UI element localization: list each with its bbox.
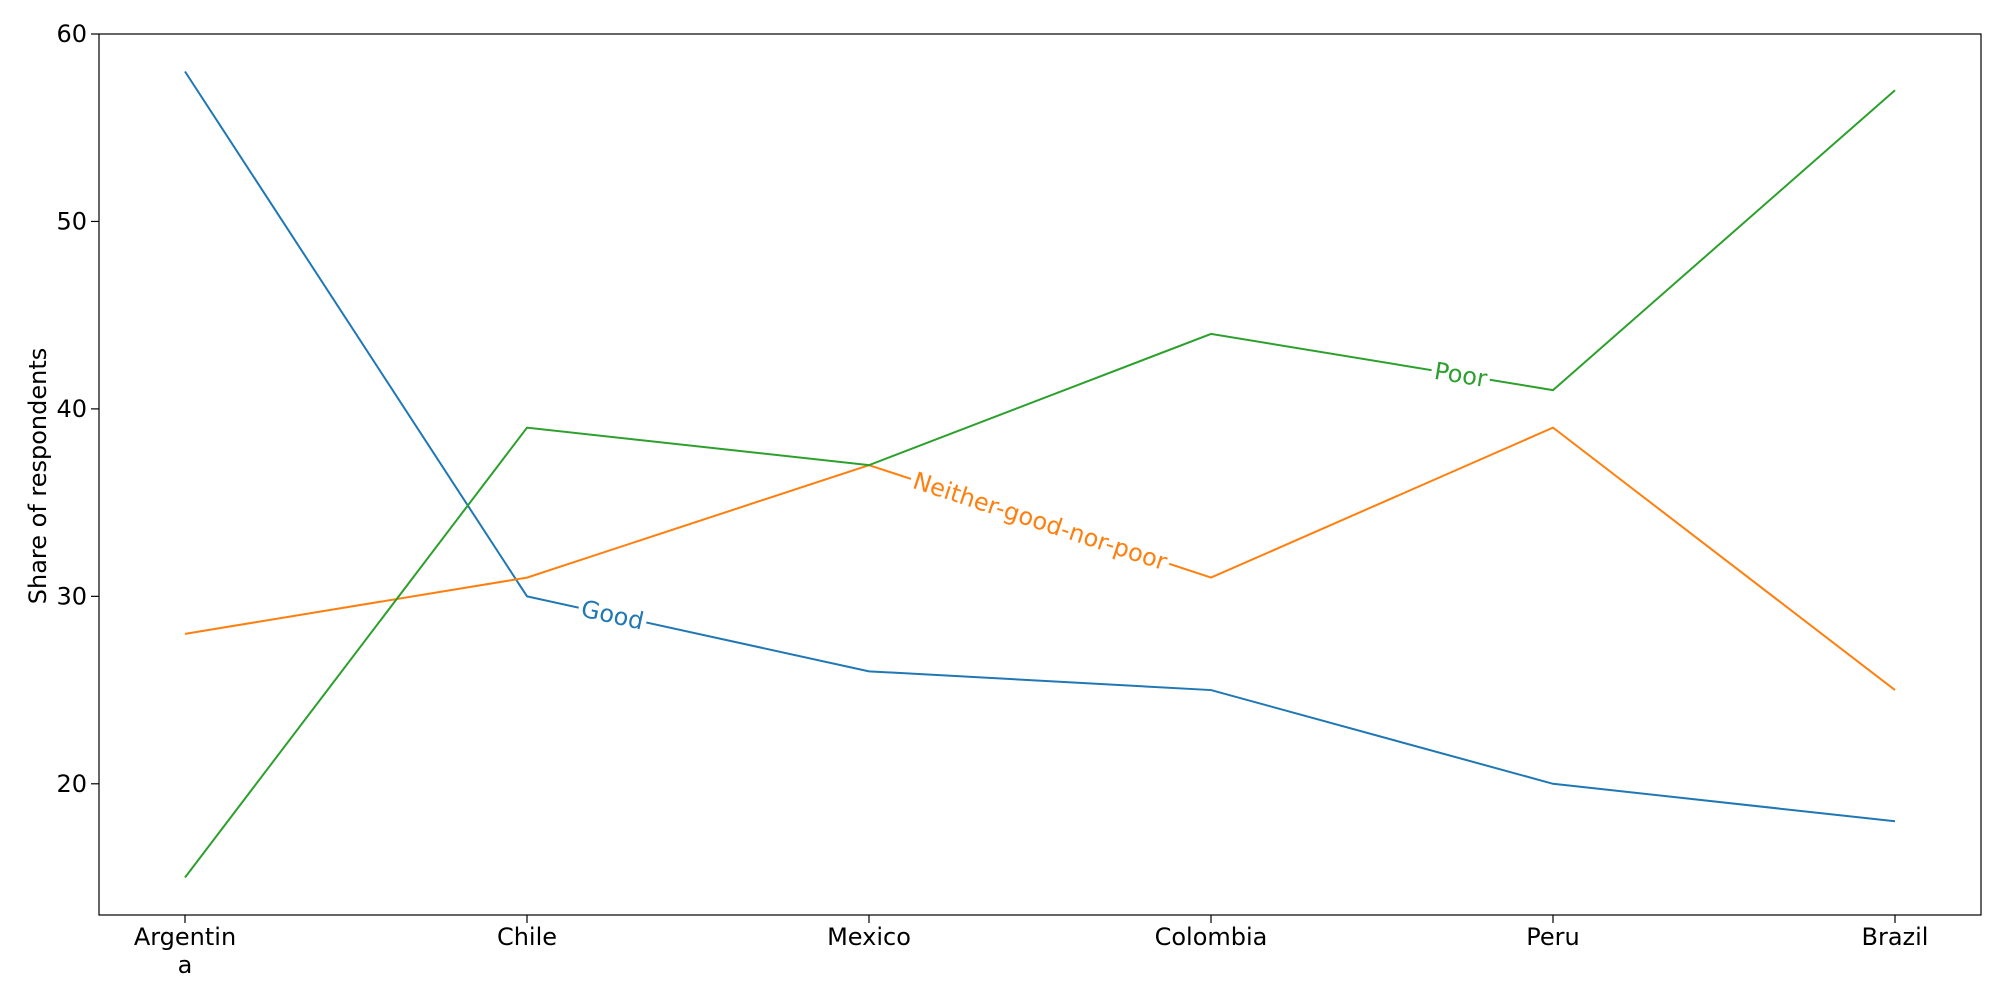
y-tick-label: 20 [56,770,87,798]
series-line-neither-good-nor-poor [184,426,1896,691]
y-tick-label: 40 [56,395,87,423]
inline-label-background [1429,360,1492,390]
x-tick-label: Argentin a [134,923,236,979]
x-tick-label: Mexico [827,923,911,951]
y-tick-label: 60 [56,20,87,48]
x-tick-label: Colombia [1155,923,1268,951]
y-axis-title: Share of respondents [24,348,52,605]
inline-label-group: Poor [1429,357,1492,393]
inline-label-group: Good [576,595,649,636]
inline-label-background [907,469,1173,574]
inline-label-group: Neither-good-nor-poor [907,467,1173,577]
series-line-poor [184,89,1896,879]
y-tick-label: 50 [56,207,87,235]
x-tick-label: Brazil [1862,923,1929,951]
series-line-good [184,70,1896,823]
series-label-poor: Poor [1432,357,1489,393]
series-label-neither-good-nor-poor: Neither-good-nor-poor [909,467,1170,577]
inline-label-background [576,597,649,633]
x-tick-label: Chile [497,923,557,951]
y-tick-label: 30 [56,582,87,610]
series-label-good: Good [579,595,647,636]
plot-frame [98,33,1982,916]
x-tick-label: Peru [1526,923,1579,951]
